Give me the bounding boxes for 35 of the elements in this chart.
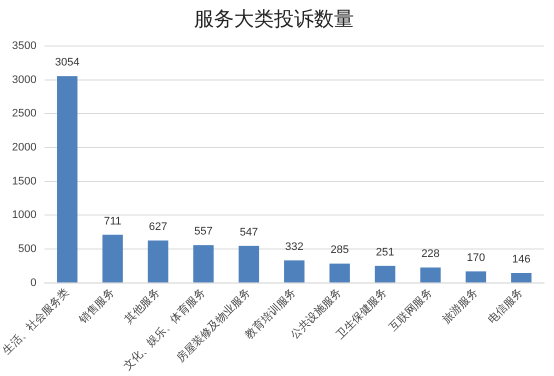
data-label: 285 <box>330 244 349 256</box>
bar <box>420 267 441 282</box>
data-label: 332 <box>285 240 304 253</box>
data-label: 711 <box>104 215 122 228</box>
chart-title: 服务大类投诉数量 <box>194 8 354 31</box>
bar <box>193 245 214 282</box>
bar <box>284 260 304 282</box>
data-label: 547 <box>240 226 258 238</box>
x-tick-label: 互联网服务 <box>387 286 435 334</box>
y-tick-label: 1000 <box>12 209 37 222</box>
x-tick-label: 电信服务 <box>485 286 526 326</box>
data-label: 627 <box>148 220 168 233</box>
bar <box>511 273 532 282</box>
bar <box>57 76 78 282</box>
y-tick-label: 3500 <box>12 40 37 52</box>
y-tick-label: 1500 <box>12 175 37 188</box>
x-tick-label: 销售服务 <box>76 286 117 327</box>
bar <box>329 264 350 282</box>
y-tick-label: 2500 <box>12 108 37 120</box>
data-label: 251 <box>376 246 394 258</box>
y-tick-label: 2000 <box>12 142 37 154</box>
data-label: 228 <box>421 248 440 260</box>
bar <box>102 234 123 282</box>
data-label: 170 <box>466 252 486 264</box>
y-tick-label: 3000 <box>12 74 37 86</box>
bar <box>466 271 486 282</box>
x-tick-label: 旅游服务 <box>440 286 480 326</box>
data-label: 146 <box>512 254 530 266</box>
x-tick-label: 其他服务 <box>122 286 162 326</box>
bar <box>238 246 260 282</box>
bar <box>374 266 396 282</box>
data-label: 3054 <box>55 56 80 69</box>
data-label: 557 <box>194 226 213 238</box>
y-tick-label: 500 <box>18 243 37 256</box>
bar <box>148 240 168 282</box>
